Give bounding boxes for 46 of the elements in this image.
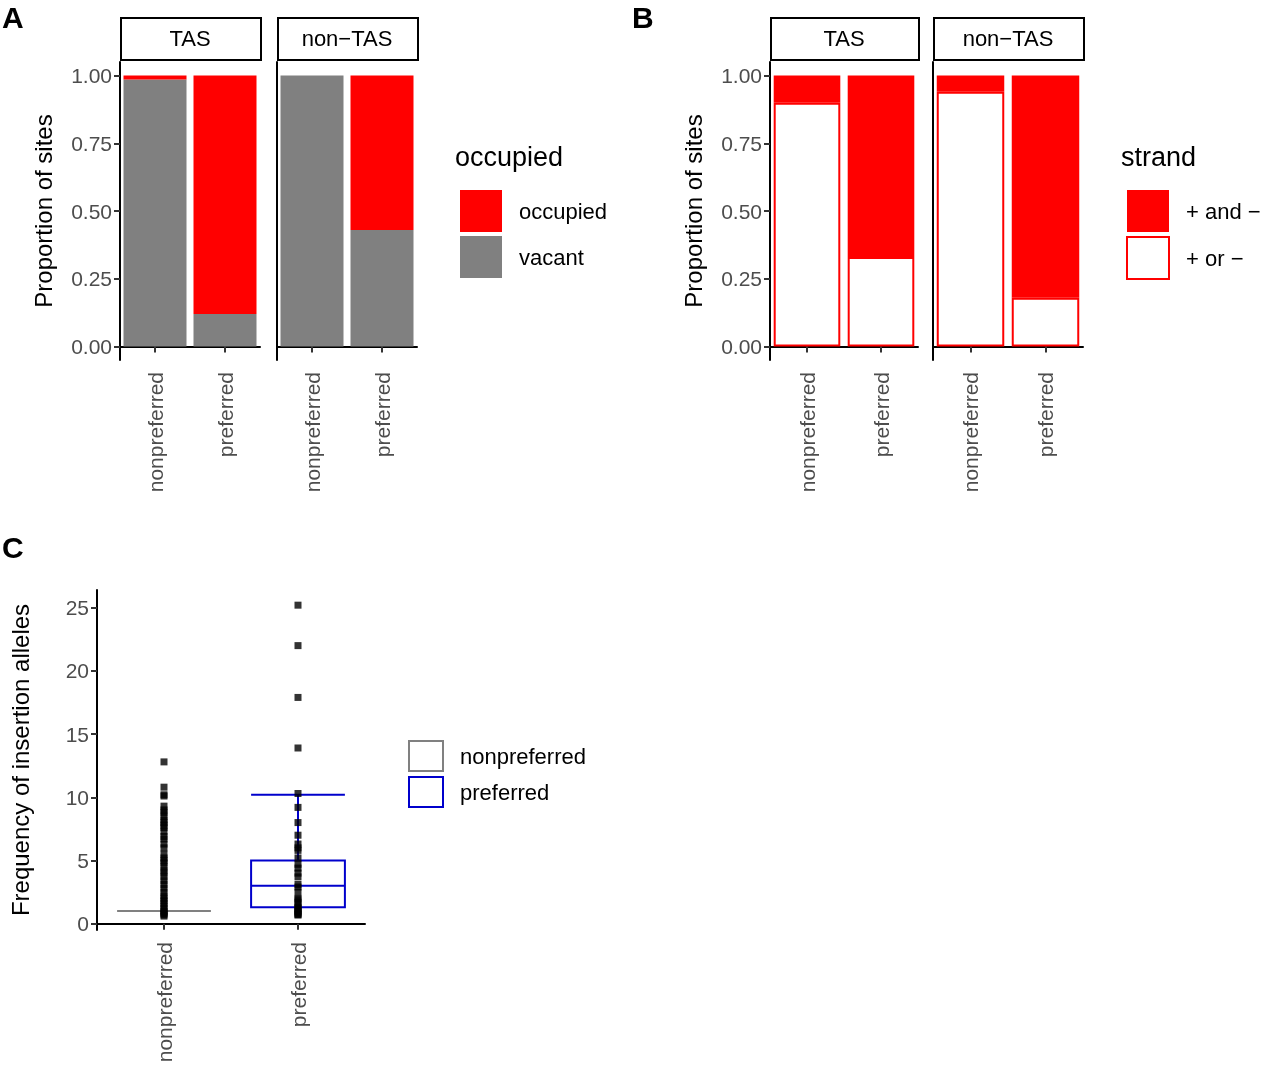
y-tick-label: 5 [77, 848, 89, 872]
legend-label: vacant [519, 244, 584, 270]
x-tick-label: preferred [1034, 372, 1057, 458]
y-axis-title: Proportion of sites [679, 114, 707, 308]
chart-title: TAS [823, 25, 865, 51]
y-tick-label: 0.75 [71, 131, 112, 155]
y-tick-label: 1.00 [71, 64, 112, 88]
y-tick-label: 0.75 [721, 131, 762, 155]
chart-title: non−TAS [962, 25, 1054, 51]
y-tick-label: 0.25 [71, 267, 112, 291]
text: B [632, 0, 654, 34]
bar [123, 75, 187, 80]
y-tick-label: 20 [65, 659, 89, 683]
y-tick-label: 0.00 [721, 334, 762, 358]
y-tick-label: 1.00 [721, 64, 762, 88]
bar [193, 75, 257, 314]
y-tick-label: 0.50 [721, 199, 762, 223]
legend-label: + or − [1186, 245, 1244, 271]
y-axis-title: Frequency of insertion alleles [6, 603, 34, 917]
legend-label: + and − [1186, 198, 1261, 224]
y-tick-label: 0.00 [71, 334, 112, 358]
bar [193, 313, 257, 347]
legend-title: strand [1121, 141, 1197, 172]
y-tick-label: 10 [65, 785, 89, 809]
x-tick-label: preferred [370, 372, 394, 458]
legend-label: nonpreferred [460, 743, 586, 769]
text: C [2, 530, 24, 564]
chart-title: TAS [169, 25, 211, 51]
x-tick-label: nonpreferred [795, 372, 819, 493]
x-tick-label: nonpreferred [300, 372, 324, 493]
legend-label: preferred [460, 779, 550, 805]
legend-title: occupied [455, 141, 564, 172]
x-tick-label: preferred [213, 372, 237, 458]
y-tick-label: 0.25 [721, 267, 762, 291]
legend-label: occupied [519, 198, 608, 224]
x-tick-label: preferred [869, 372, 893, 458]
chart-title: non−TAS [301, 25, 393, 51]
y-axis-title: Proportion of sites [29, 114, 57, 308]
text: A [2, 0, 24, 34]
y-tick-label: 0 [77, 912, 89, 936]
x-tick-label: nonpreferred [143, 372, 167, 493]
y-tick-label: 25 [65, 596, 89, 620]
y-tick-label: 0.50 [71, 199, 112, 223]
bar [123, 79, 187, 347]
x-tick-label: nonpreferred [959, 372, 982, 493]
y-tick-label: 15 [65, 722, 89, 746]
